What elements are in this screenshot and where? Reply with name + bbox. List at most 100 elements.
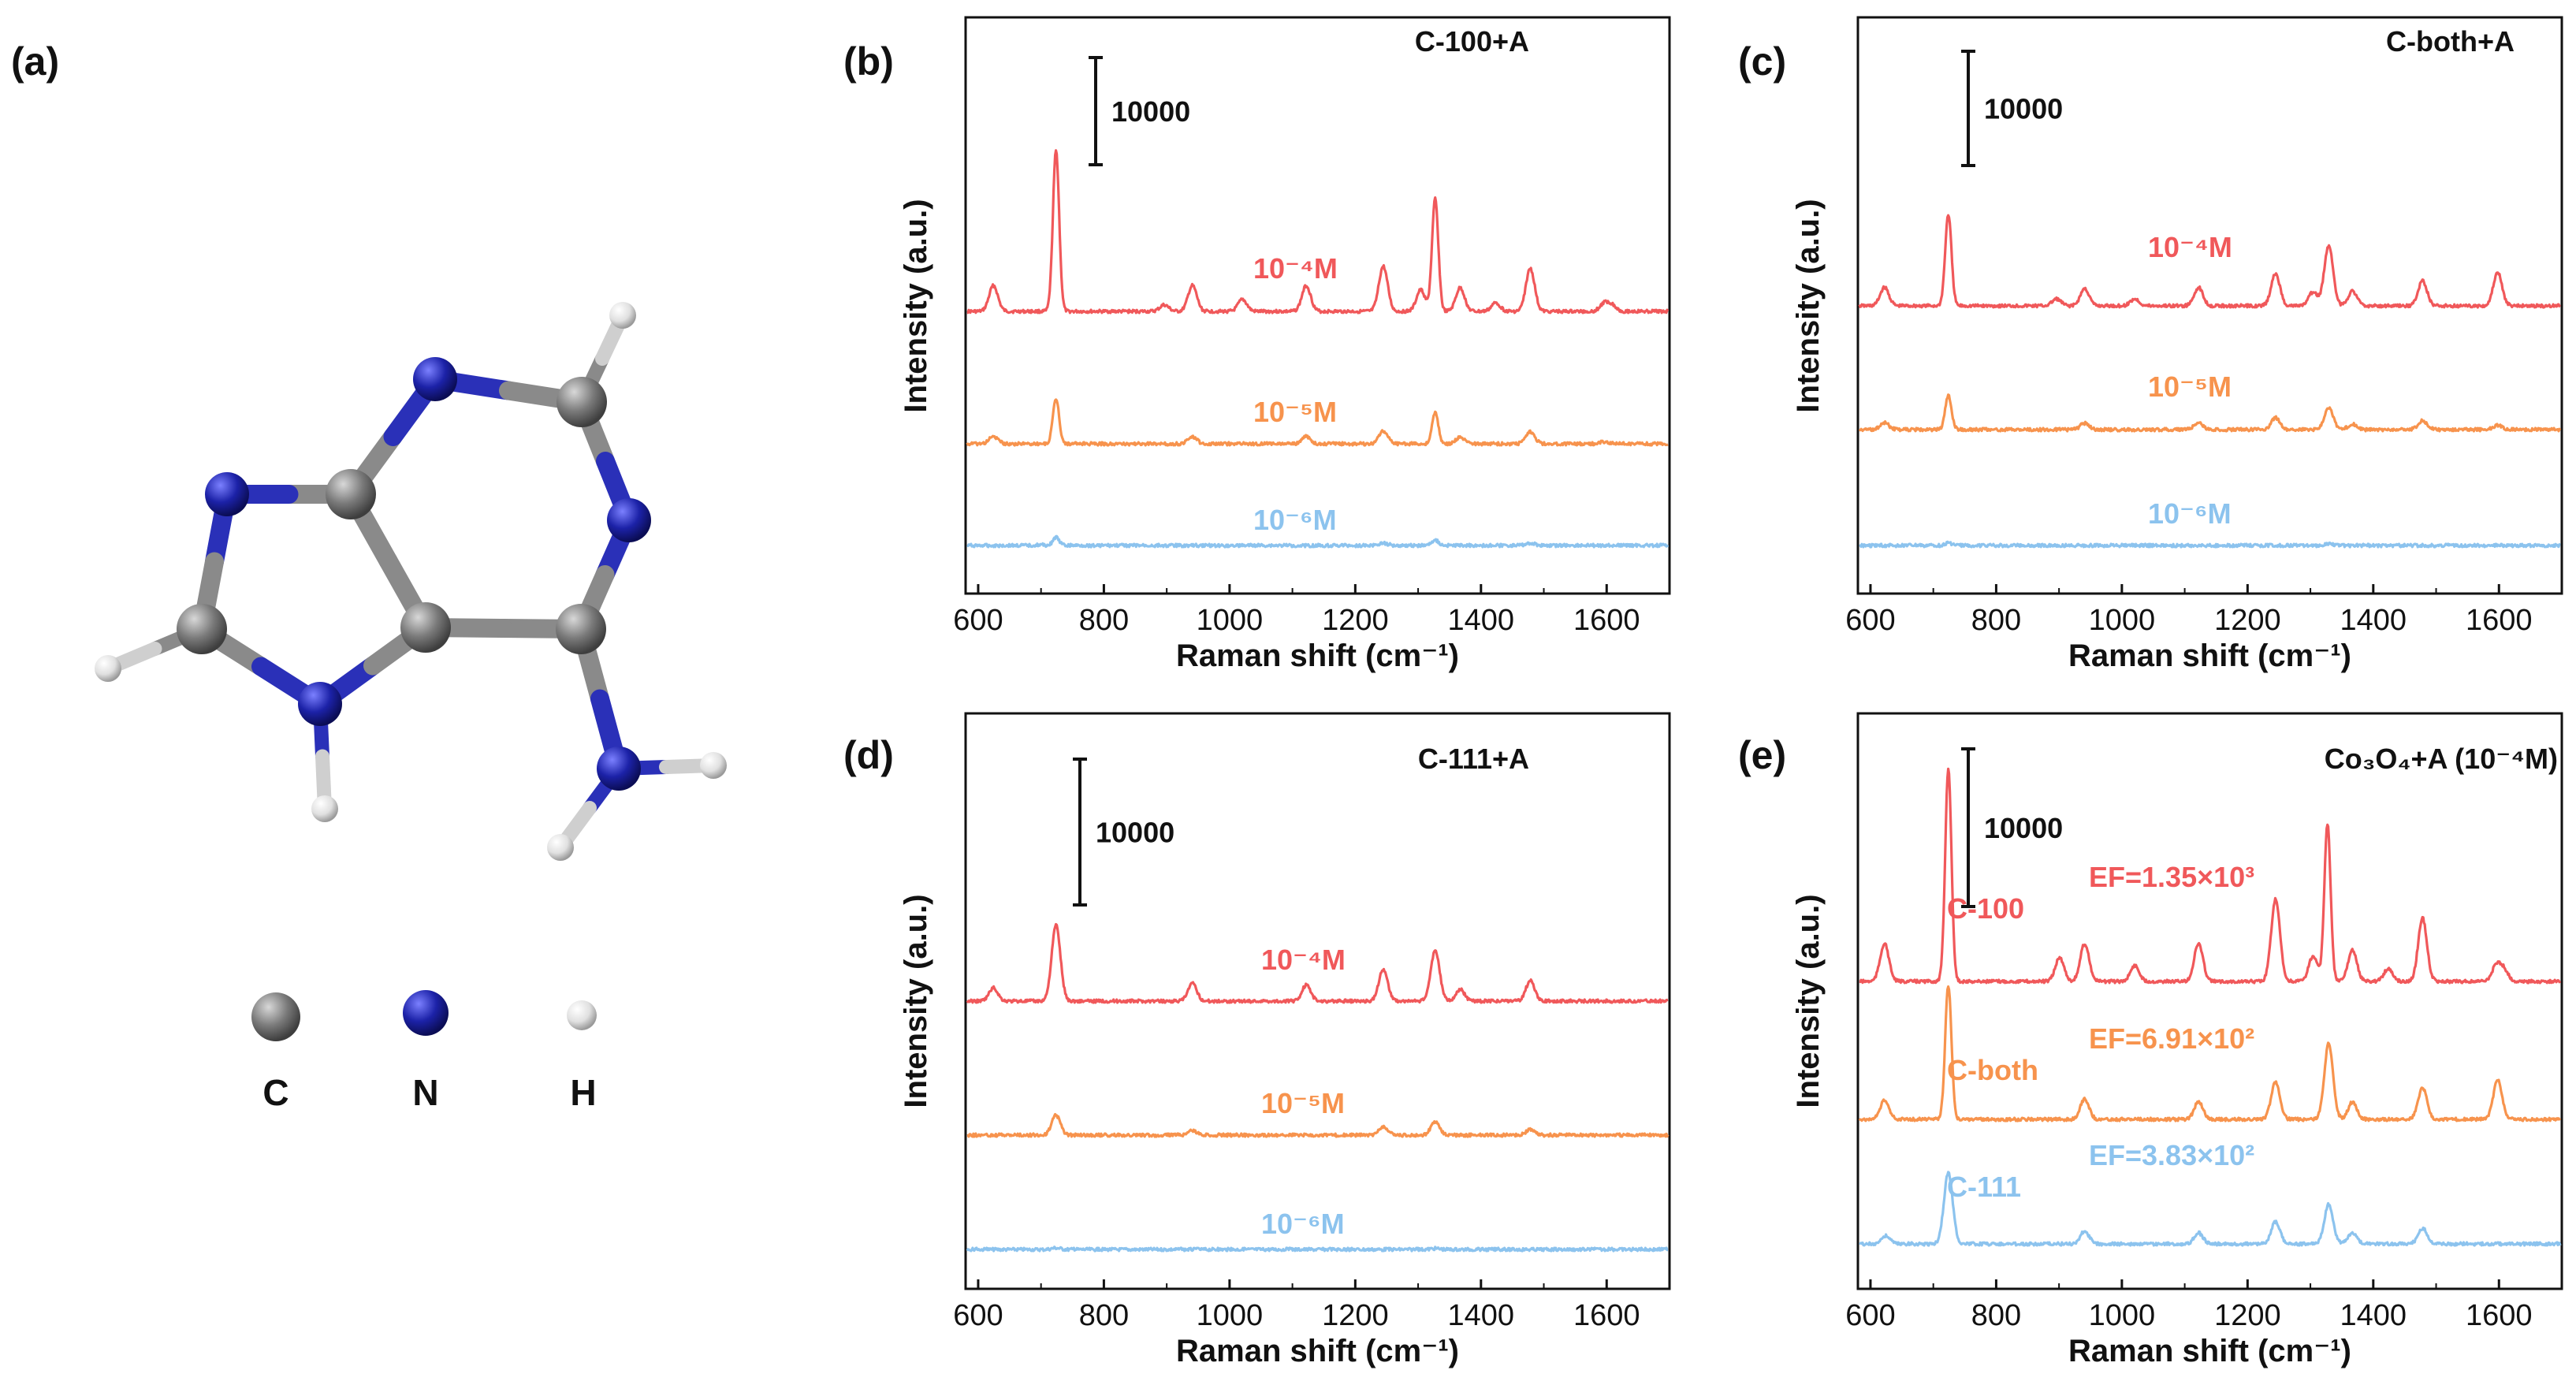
y-axis-label: Intensity (a.u.) (899, 894, 933, 1108)
chart-panel-b: (b) 600 800 1000 1200 1400 1600 Raman shift (cm… (843, 16, 1671, 673)
atom-C5 (400, 602, 451, 653)
y-axis-label: Intensity (a.u.) (1791, 894, 1826, 1108)
spectrum-line-2 (1859, 540, 2561, 549)
atom-H4 (700, 752, 727, 779)
chart-panel-d: (d) 600 800 1000 1200 1400 1600 Raman shift (cm… (843, 712, 1671, 1368)
spectrum-line-1 (966, 1112, 1670, 1138)
panel-label: (e) (1738, 733, 1786, 777)
atom-H3 (311, 795, 338, 822)
atom-N7 (205, 472, 249, 516)
chart-panel-c: (c) 600 800 1000 1200 1400 1600 Raman shift (cm… (1738, 16, 2563, 673)
enhancement-factor-0: EF=1.35×10³ (2089, 861, 2254, 893)
series-label-1: 10⁻⁵M (1253, 396, 1337, 428)
x-tick-label: 1400 (1448, 604, 1515, 637)
x-axis-label: Raman shift (cm⁻¹) (1176, 1334, 1459, 1368)
x-tick-label: 600 (1845, 604, 1895, 637)
atom-N3 (607, 498, 651, 542)
spectrum-line-1 (966, 398, 1669, 447)
x-tick-label: 800 (1971, 1299, 2021, 1332)
x-tick-label: 1400 (2340, 1299, 2407, 1332)
molecule-atoms (95, 302, 727, 861)
x-tick-label: 1000 (1197, 1299, 1264, 1332)
atom-C2 (557, 377, 607, 427)
chart-title: C-both+A (2386, 25, 2515, 58)
y-axis-label: Intensity (a.u.) (1791, 199, 1826, 412)
series-label-2: 10⁻⁶M (1261, 1208, 1345, 1240)
x-tick-label: 1000 (2089, 604, 2156, 637)
scale-bar-label: 10000 (1111, 95, 1190, 128)
x-tick-label: 1200 (2214, 1299, 2281, 1332)
series-label-2: 10⁻⁶M (1253, 504, 1337, 536)
x-axis-label: Raman shift (cm⁻¹) (2068, 1334, 2351, 1368)
chart-panel-e: (e) 600 800 1000 1200 1400 1600 Raman shift (cm… (1738, 712, 2563, 1368)
spectrum-line-2 (966, 534, 1670, 549)
chart-panels: (b) 600 800 1000 1200 1400 1600 Raman shift (cm… (843, 16, 2563, 1368)
spectrum-line-0 (966, 149, 1670, 315)
panel-label-a: (a) (11, 39, 59, 84)
atom-H1 (609, 302, 636, 329)
legend-nitrogen-label: N (412, 1072, 438, 1113)
plot-frame (964, 712, 1671, 1290)
series-label-2: 10⁻⁶M (2148, 497, 2232, 530)
x-tick-label: 1200 (1322, 604, 1389, 637)
atom-C4 (556, 604, 606, 654)
plot-frame (1856, 712, 2563, 1290)
enhancement-factor-2: EF=3.83×10² (2089, 1139, 2254, 1171)
atom-C6 (326, 469, 376, 519)
spectrum-line-0 (1859, 767, 2562, 985)
panel-label: (c) (1738, 39, 1786, 84)
series-label-1: 10⁻⁵M (2148, 370, 2232, 403)
chart-title: C-100+A (1415, 25, 1529, 58)
scale-bar-label: 10000 (1984, 93, 2063, 125)
x-tick-label: 1600 (2466, 1299, 2533, 1332)
legend-nitrogen-ball (403, 990, 449, 1036)
atom-legend: C N H (251, 990, 597, 1113)
atom-N1 (413, 357, 457, 401)
molecule-panel: (a) C N H (11, 39, 727, 1113)
series-label-0: 10⁻⁴M (1253, 252, 1338, 285)
spectrum-line-2 (966, 1245, 1669, 1253)
legend-carbon-ball (251, 992, 300, 1041)
x-tick-label: 800 (1971, 604, 2021, 637)
series-label-0: 10⁻⁴M (2148, 231, 2232, 263)
spectrum-line-2 (1859, 1171, 2562, 1247)
plot-frame (964, 16, 1671, 595)
x-tick-label: 1400 (2340, 604, 2407, 637)
x-tick-label: 1600 (1573, 604, 1640, 637)
atom-C8 (177, 604, 227, 654)
spectrum-line-0 (966, 922, 1669, 1004)
scale-bar-label: 10000 (1096, 817, 1174, 849)
enhancement-factor-1: EF=6.91×10² (2089, 1022, 2254, 1055)
chart-title: Co₃O₄+A (10⁻⁴M) (2325, 743, 2558, 775)
series-label-0: C-100 (1947, 892, 2024, 925)
spectrum-line-0 (1858, 214, 2561, 309)
series-label-2: C-111 (1947, 1171, 2021, 1203)
panel-label: (b) (843, 39, 894, 84)
chart-title: C-111+A (1418, 743, 1529, 775)
series-label-1: 10⁻⁵M (1261, 1087, 1345, 1119)
x-tick-label: 1400 (1448, 1299, 1515, 1332)
x-tick-label: 1600 (1573, 1299, 1640, 1332)
spectrum-line-1 (1858, 985, 2562, 1123)
panel-label: (d) (843, 733, 894, 777)
x-tick-label: 600 (1845, 1299, 1895, 1332)
x-tick-label: 1000 (1197, 604, 1264, 637)
x-tick-label: 1200 (1322, 1299, 1389, 1332)
atom-H5 (547, 834, 574, 861)
legend-hydrogen-ball (567, 1000, 597, 1030)
x-tick-label: 800 (1079, 604, 1129, 637)
x-tick-label: 1000 (2089, 1299, 2156, 1332)
x-tick-label: 800 (1079, 1299, 1129, 1332)
x-tick-label: 600 (953, 1299, 1003, 1332)
x-axis-label: Raman shift (cm⁻¹) (2068, 639, 2351, 673)
atom-N9 (298, 682, 342, 726)
plot-frame (1856, 16, 2563, 595)
x-tick-label: 1600 (2466, 604, 2533, 637)
x-tick-label: 1200 (2214, 604, 2281, 637)
series-label-0: 10⁻⁴M (1261, 944, 1346, 976)
scale-bar-label: 10000 (1984, 812, 2063, 844)
y-axis-label: Intensity (a.u.) (899, 199, 933, 412)
atom-N10 (597, 746, 641, 791)
x-axis-label: Raman shift (cm⁻¹) (1176, 639, 1459, 673)
